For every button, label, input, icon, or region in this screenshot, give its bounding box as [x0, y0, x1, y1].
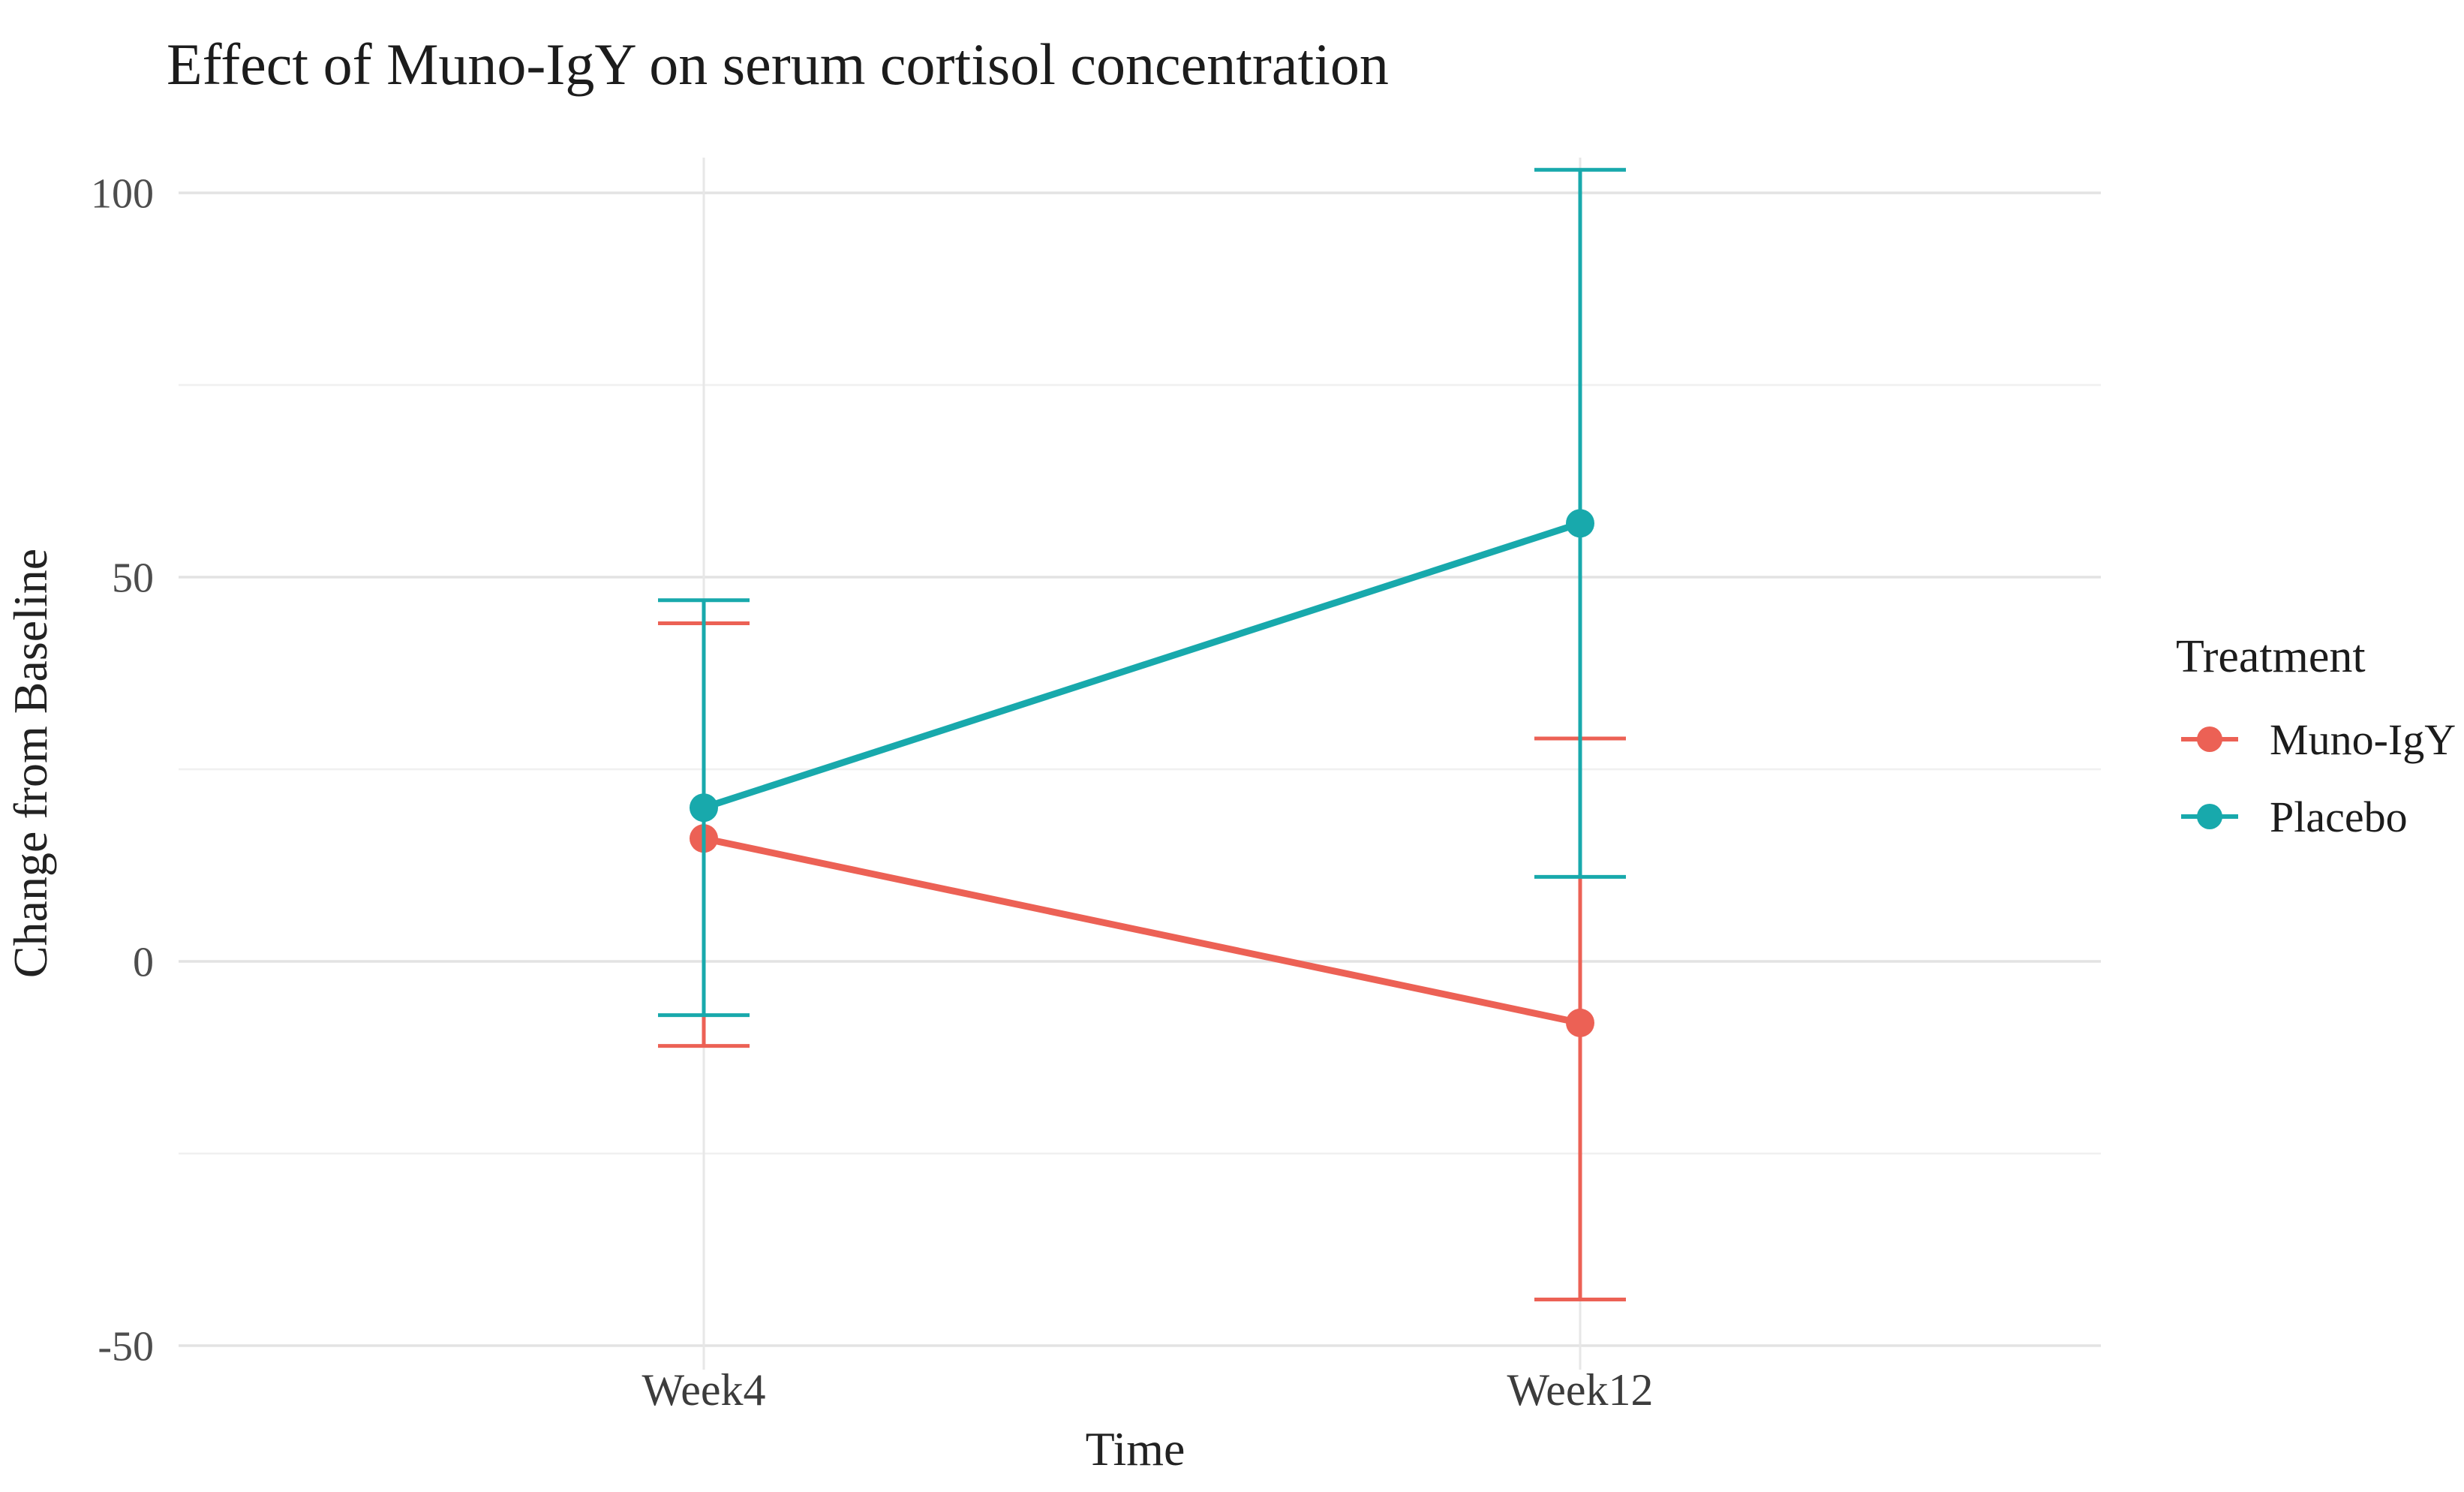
y-tick-0: 0	[133, 940, 154, 986]
series-placebo	[658, 167, 1626, 1018]
y-tick-100: 100	[91, 171, 154, 218]
series-line-placebo	[702, 520, 1582, 811]
legend-label-muno-igy: Muno-IgY	[2270, 715, 2456, 764]
x-tick-week4: Week4	[642, 1365, 765, 1415]
y-tick-50: 50	[112, 555, 154, 602]
x-axis-title: Time	[1086, 1422, 1185, 1475]
y-tick-neg50: -50	[98, 1324, 154, 1370]
y-axis-tick-labels: -50 0 50 100	[91, 171, 154, 1370]
legend-marker-muno-igy	[2197, 726, 2222, 752]
point-placebo-week12	[1566, 509, 1594, 538]
point-placebo-week4	[690, 793, 718, 823]
x-axis-tick-labels: Week4 Week12	[642, 1365, 1653, 1415]
chart-title: Effect of Muno-IgY on serum cortisol con…	[167, 32, 1389, 97]
gridlines	[179, 158, 2101, 1370]
y-axis-title: Change from Baseline	[4, 549, 57, 978]
legend-label-placebo: Placebo	[2270, 793, 2408, 841]
legend-entry-muno-igy: Muno-IgY	[2181, 715, 2456, 764]
x-tick-week12: Week12	[1507, 1365, 1653, 1415]
legend-title: Treatment	[2176, 631, 2366, 682]
legend: Treatment Muno-IgY Placebo	[2176, 631, 2456, 841]
legend-entry-placebo: Placebo	[2181, 793, 2408, 841]
point-muno-igy-week12	[1566, 1008, 1594, 1037]
series-layer	[658, 167, 1626, 1302]
series-line-muno-igy	[703, 835, 1581, 1027]
legend-marker-placebo	[2197, 804, 2222, 829]
